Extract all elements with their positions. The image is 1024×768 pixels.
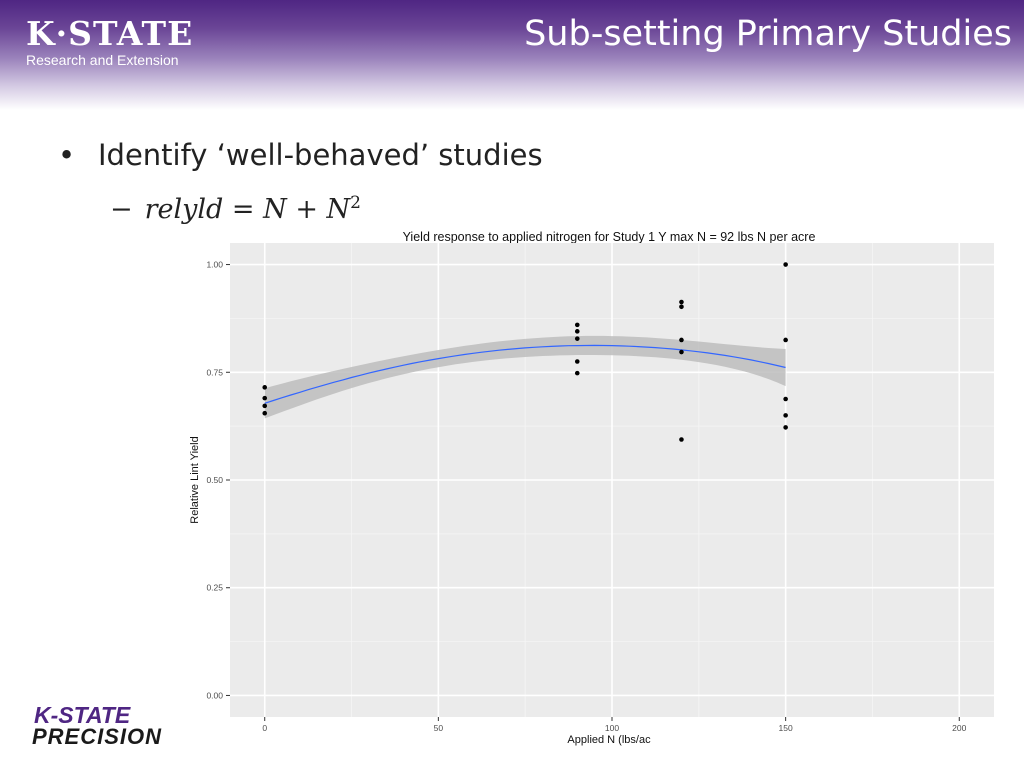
data-point bbox=[783, 425, 788, 430]
data-point bbox=[783, 396, 788, 402]
data-point bbox=[679, 299, 684, 305]
kstate-logo-subtitle: Research and Extension bbox=[26, 52, 179, 68]
slide-title: Sub-setting Primary Studies bbox=[524, 14, 1012, 54]
data-point bbox=[574, 370, 580, 376]
kstate-precision-logo: K-STATE PRECISION bbox=[28, 700, 180, 762]
kstate-logo: K·STATE bbox=[26, 14, 194, 53]
data-point bbox=[262, 410, 268, 416]
x-tick-label: 100 bbox=[605, 723, 619, 733]
y-tick-label: 0.25 bbox=[206, 583, 223, 593]
x-tick-label: 50 bbox=[434, 723, 444, 733]
data-point bbox=[679, 349, 684, 355]
data-point bbox=[574, 336, 580, 341]
precision-logo-bottom: PRECISION bbox=[32, 724, 163, 749]
data-point bbox=[574, 329, 580, 334]
x-tick-label: 200 bbox=[952, 723, 966, 733]
header-banner: K·STATE Research and Extension Sub-setti… bbox=[0, 0, 1024, 110]
data-point bbox=[679, 437, 684, 442]
data-point bbox=[262, 395, 268, 401]
y-axis-label: Relative Lint Yield bbox=[189, 436, 201, 523]
x-tick-label: 0 bbox=[262, 723, 267, 733]
x-axis-label: Applied N (lbs/ac bbox=[567, 734, 651, 746]
x-tick-label: 150 bbox=[779, 723, 793, 733]
data-point bbox=[574, 359, 580, 364]
bullet-point: • Identify ‘well-behaved’ studies bbox=[58, 138, 543, 172]
y-tick-label: 0.00 bbox=[206, 690, 223, 700]
data-point bbox=[679, 304, 684, 310]
sub-bullet: − relyld = N + N2 bbox=[110, 193, 361, 225]
y-tick-label: 0.75 bbox=[206, 367, 223, 377]
bullet-text: Identify ‘well-behaved’ studies bbox=[98, 138, 543, 172]
bullet-dot-icon: • bbox=[58, 138, 76, 172]
data-point bbox=[262, 403, 268, 409]
precision-logo-top: K-STATE bbox=[34, 702, 131, 728]
data-point bbox=[262, 385, 268, 390]
y-tick-label: 0.50 bbox=[206, 475, 223, 485]
sub-bullet-dash: − bbox=[110, 194, 133, 225]
data-point bbox=[783, 337, 788, 343]
data-point bbox=[679, 337, 684, 343]
confidence-ribbon bbox=[264, 335, 786, 419]
data-point bbox=[783, 413, 788, 418]
formula-text: relyld = N + N bbox=[144, 194, 351, 225]
chart-title: Yield response to applied nitrogen for S… bbox=[403, 230, 816, 244]
yield-chart: Yield response to applied nitrogen for S… bbox=[189, 230, 994, 746]
fit-line bbox=[264, 344, 786, 404]
y-tick-label: 1.00 bbox=[206, 260, 223, 270]
formula-exponent: 2 bbox=[350, 193, 361, 213]
data-point bbox=[783, 262, 788, 267]
data-point bbox=[574, 322, 580, 328]
